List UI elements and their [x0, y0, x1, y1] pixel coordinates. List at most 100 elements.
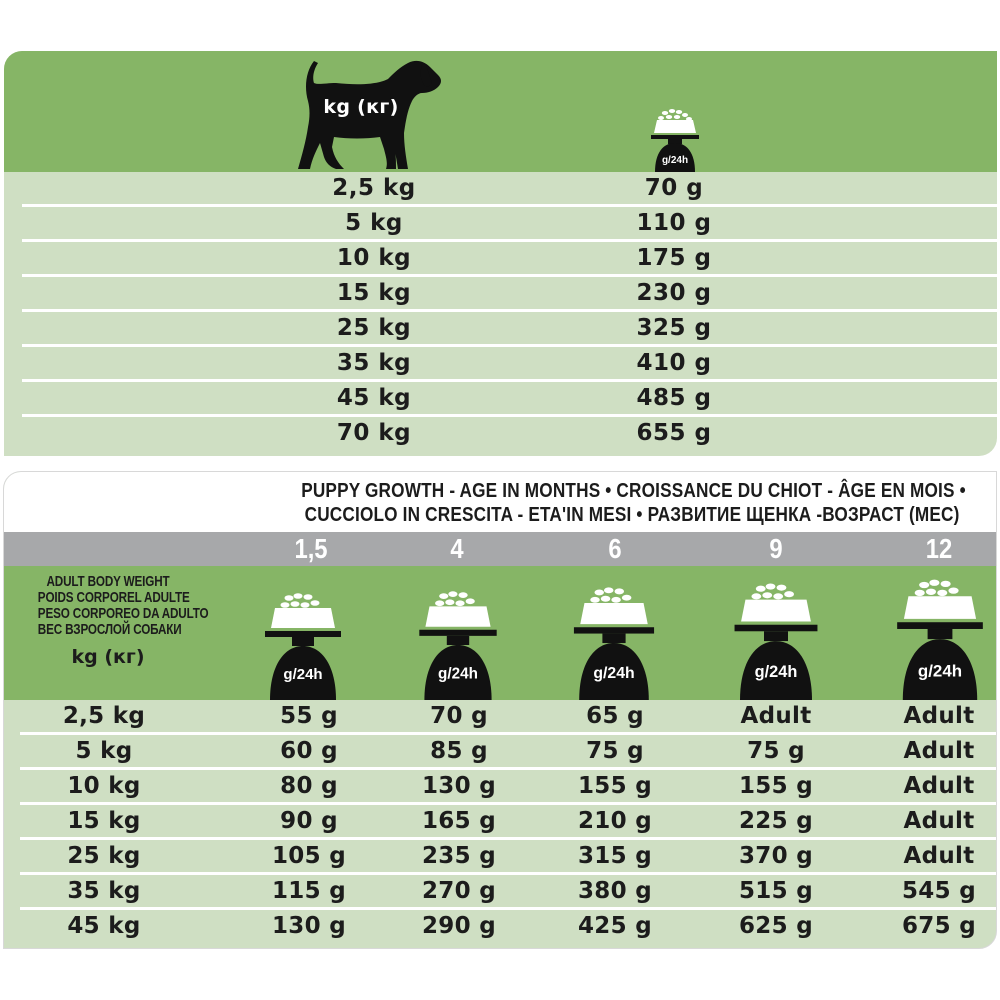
amount-9-months: 75 g [747, 738, 805, 764]
row-divider-gap [4, 309, 22, 312]
dog-weight: 10 kg [336, 245, 412, 271]
amount-6-months: 65 g [586, 703, 644, 729]
scale-label: g/24h [283, 666, 322, 683]
age-column-1: 1,5 [294, 533, 328, 564]
table-row: 25 kg 325 g [4, 309, 997, 344]
age-column-4: 9 [769, 533, 783, 564]
amount-1-5-months: 115 g [272, 878, 346, 904]
amount-4-months: 235 g [422, 843, 496, 869]
row-divider-gap [4, 414, 22, 417]
amount-6-months: 425 g [578, 913, 652, 939]
amount-1-5-months: 55 g [280, 703, 338, 729]
row-divider-gap [4, 344, 22, 347]
daily-amount: 70 g [644, 175, 704, 201]
adult-weight: 5 kg [75, 738, 133, 764]
table-row: 10 kg 80 g 130 g 155 g 155 g Adult [4, 767, 996, 802]
table-row: 35 kg 410 g [4, 344, 997, 379]
amount-6-months: 380 g [578, 878, 652, 904]
dog-weight: 25 kg [336, 315, 412, 341]
food-scale-icon: g/24h [651, 107, 699, 172]
row-divider-gap [4, 802, 20, 805]
amount-1-5-months: 130 g [272, 913, 346, 939]
scale-label: g/24h [662, 155, 688, 166]
row-divider-gap [4, 837, 20, 840]
daily-amount: 110 g [636, 210, 712, 236]
legend-line-it: PESO CORPOREO DA ADULTO [37, 605, 209, 622]
puppy-feeding-table: PUPPY GROWTH - AGE IN MONTHS • CROISSANC… [3, 471, 997, 949]
adult-table-header: kg (кг) g/24h [4, 51, 997, 172]
amount-4-months: 270 g [422, 878, 496, 904]
amount-12-months: Adult [903, 738, 975, 764]
daily-amount: 230 g [636, 280, 712, 306]
row-divider-gap [4, 732, 20, 735]
amount-12-months: Adult [903, 773, 975, 799]
age-column-5: 12 [925, 533, 953, 564]
daily-amount: 175 g [636, 245, 712, 271]
dog-weight: 15 kg [336, 280, 412, 306]
amount-4-months: 290 g [422, 913, 496, 939]
row-divider-gap [4, 379, 22, 382]
table-row: 2,5 kg 55 g 70 g 65 g Adult Adult [4, 700, 996, 732]
daily-amount: 410 g [636, 350, 712, 376]
amount-6-months: 315 g [578, 843, 652, 869]
table-row: 35 kg 115 g 270 g 380 g 515 g 545 g [4, 872, 996, 907]
weight-unit-label: kg (кг) [323, 96, 399, 118]
legend-line-en: ADULT BODY WEIGHT [46, 573, 170, 590]
amount-12-months: 545 g [902, 878, 976, 904]
amount-9-months: 625 g [739, 913, 813, 939]
dog-weight: 45 kg [336, 385, 412, 411]
dog-weight: 2,5 kg [332, 175, 416, 201]
adult-weight: 35 kg [67, 878, 141, 904]
scale-label: g/24h [918, 661, 962, 680]
amount-6-months: 75 g [586, 738, 644, 764]
amount-4-months: 130 g [422, 773, 496, 799]
table-row: 15 kg 90 g 165 g 210 g 225 g Adult [4, 802, 996, 837]
food-scale-icon: g/24h [417, 588, 499, 700]
adult-weight: 10 kg [67, 773, 141, 799]
table-row: 15 kg 230 g [4, 274, 997, 309]
adult-weight: 2,5 kg [62, 703, 146, 729]
daily-amount: 655 g [636, 420, 712, 446]
row-divider-gap [4, 239, 22, 242]
amount-9-months: 515 g [739, 878, 813, 904]
age-column-2: 4 [450, 533, 464, 564]
amount-6-months: 155 g [578, 773, 652, 799]
amount-1-5-months: 60 g [280, 738, 338, 764]
puppy-table-title: PUPPY GROWTH - AGE IN MONTHS • CROISSANC… [4, 472, 996, 532]
daily-amount: 485 g [636, 385, 712, 411]
amount-4-months: 165 g [422, 808, 496, 834]
row-divider-gap [4, 767, 20, 770]
scale-label: g/24h [593, 665, 634, 682]
table-row: 70 kg 655 g [4, 414, 997, 449]
row-divider-gap [4, 274, 22, 277]
dog-weight: 35 kg [336, 350, 412, 376]
age-months-bar: 1,5 4 6 9 12 [4, 532, 996, 566]
amount-1-5-months: 105 g [272, 843, 346, 869]
table-row: 25 kg 105 g 235 g 315 g 370 g Adult [4, 837, 996, 872]
scale-label: g/24h [438, 666, 478, 683]
table-row: 45 kg 130 g 290 g 425 g 625 g 675 g [4, 907, 996, 942]
amount-6-months: 210 g [578, 808, 652, 834]
table-row: 45 kg 485 g [4, 379, 997, 414]
amount-9-months: 370 g [739, 843, 813, 869]
food-scale-icon: g/24h [731, 580, 821, 700]
adult-feeding-table: kg (кг) g/24h 2,5 kg 70 g [4, 51, 997, 456]
amount-12-months: 675 g [902, 913, 976, 939]
table-row: 10 kg 175 g [4, 239, 997, 274]
amount-1-5-months: 90 g [280, 808, 338, 834]
row-divider-gap [4, 872, 20, 875]
amount-4-months: 85 g [430, 738, 488, 764]
legend-line-ru: ВЕС ВЗРОСЛОЙ СОБАКИ [37, 621, 182, 638]
puppy-table-header: ADULT BODY WEIGHT POIDS CORPOREL ADULTE … [4, 566, 996, 700]
title-line-1: PUPPY GROWTH - AGE IN MONTHS • CROISSANC… [301, 480, 966, 502]
scale-label: g/24h [755, 663, 798, 681]
amount-4-months: 70 g [430, 703, 488, 729]
adult-weight: 15 kg [67, 808, 141, 834]
amount-12-months: Adult [903, 703, 975, 729]
amount-1-5-months: 80 g [280, 773, 338, 799]
adult-weight: 25 kg [67, 843, 141, 869]
title-line-2: CUCCIOLO IN CRESCITA - ETA'IN MESI • РАЗ… [305, 504, 960, 526]
table-row: 5 kg 110 g [4, 204, 997, 239]
adult-table-body: 2,5 kg 70 g 5 kg 110 g 10 kg 175 g 15 kg… [4, 172, 997, 449]
puppy-table-body: 2,5 kg 55 g 70 g 65 g Adult Adult 5 kg 6… [4, 700, 996, 942]
